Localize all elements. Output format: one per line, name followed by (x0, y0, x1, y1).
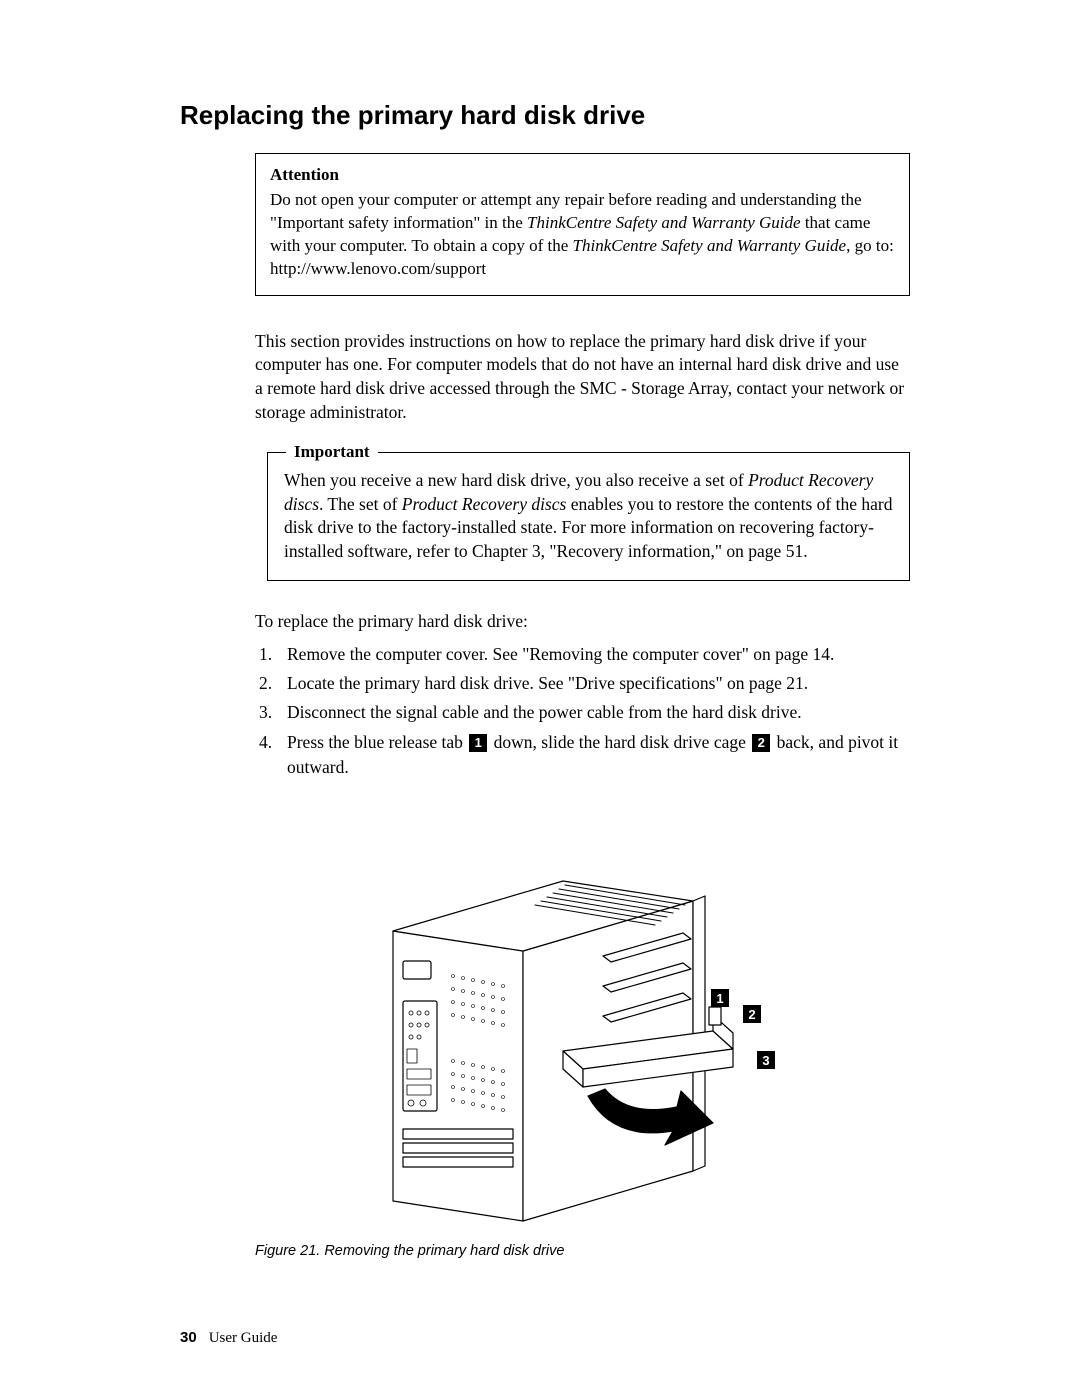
important-legend: Important (286, 441, 378, 464)
attention-title: Attention (270, 164, 895, 187)
figure-callout-3: 3 (762, 1053, 769, 1068)
steps-list: 1.Remove the computer cover. See "Removi… (255, 642, 910, 781)
steps-lead: To replace the primary hard disk drive: (255, 611, 910, 632)
important-body: When you receive a new hard disk drive, … (284, 469, 893, 564)
important-box: Important When you receive a new hard di… (267, 452, 910, 581)
page-number: 30 (180, 1329, 197, 1346)
figure-caption: Figure 21. Removing the primary hard dis… (255, 1243, 910, 1259)
attention-body: Do not open your computer or attempt any… (270, 189, 895, 281)
figure-callout-2: 2 (748, 1007, 755, 1022)
page-title: Replacing the primary hard disk drive (180, 100, 910, 131)
figure-callout-1: 1 (716, 991, 723, 1006)
figure: 1 2 3 Figure 21. Removing the primary ha… (255, 801, 910, 1259)
step-2: 2.Locate the primary hard disk drive. Se… (283, 671, 910, 696)
attention-box: Attention Do not open your computer or a… (255, 153, 910, 296)
doc-title: User Guide (209, 1330, 278, 1346)
page-footer: 30 User Guide (180, 1329, 277, 1347)
callout-2-inline: 2 (752, 734, 770, 752)
intro-paragraph: This section provides instructions on ho… (255, 330, 910, 425)
computer-case-diagram: 1 2 3 (353, 801, 813, 1231)
step-3: 3.Disconnect the signal cable and the po… (283, 700, 910, 725)
callout-1-inline: 1 (469, 734, 487, 752)
step-1: 1.Remove the computer cover. See "Removi… (283, 642, 910, 667)
step-4: 4. Press the blue release tab 1 down, sl… (283, 730, 910, 781)
